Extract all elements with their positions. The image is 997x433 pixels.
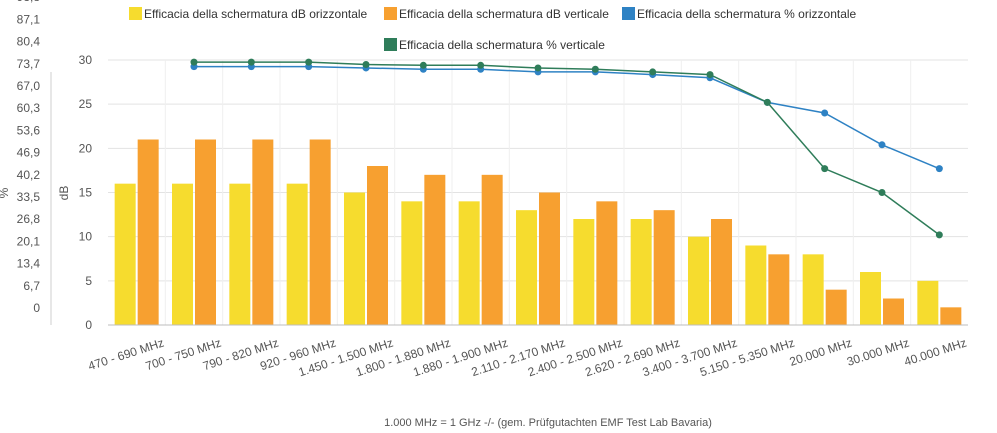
bar-db-horizontal: [573, 219, 595, 325]
bar-db-horizontal: [688, 236, 709, 325]
y-tick-label-db: 25: [79, 97, 93, 111]
point-percent-vertical: [763, 98, 771, 106]
point-percent-vertical: [649, 68, 657, 76]
bar-db-horizontal: [745, 245, 767, 325]
chart-caption: 1.000 MHz = 1 GHz -/- (gem. Prüfgutachte…: [384, 417, 712, 429]
y-tick-label-percent: 93,8: [17, 0, 41, 4]
legend-item: Efficacia della schermatura dB verticale: [384, 7, 609, 21]
point-percent-vertical: [477, 61, 485, 69]
bar-db-vertical: [653, 210, 675, 325]
y-tick-label-percent: 26,8: [17, 212, 41, 226]
bar-db-horizontal: [401, 201, 423, 325]
bar-db-horizontal: [286, 183, 308, 325]
y-tick-label-db: 30: [79, 53, 93, 67]
bar-db-vertical: [596, 201, 618, 325]
point-percent-vertical: [305, 58, 313, 66]
point-percent-horizontal: [878, 141, 886, 149]
y-tick-label-db: 15: [79, 186, 93, 200]
y-tick-label-percent: 6,7: [23, 279, 40, 293]
legend-label: Efficacia della schermatura % orizzontal…: [637, 7, 857, 21]
y-tick-label-percent: 60,3: [17, 101, 41, 115]
bar-db-horizontal: [802, 254, 824, 325]
bar-db-vertical: [825, 289, 847, 325]
point-percent-vertical: [821, 165, 829, 173]
bar-db-horizontal: [172, 183, 193, 325]
legend-label: Efficacia della schermatura % verticale: [399, 38, 605, 52]
y-tick-label-percent: 87,1: [17, 12, 41, 26]
point-percent-vertical: [190, 58, 198, 66]
bar-db-vertical: [768, 254, 790, 325]
legend-label: Efficacia della schermatura dB verticale: [399, 7, 609, 21]
y-tick-label-db: 5: [85, 274, 92, 288]
bar-db-vertical: [367, 166, 388, 325]
bar-db-vertical: [309, 139, 331, 325]
line-percent-horizontal: [194, 65, 940, 170]
legend-label: Efficacia della schermatura dB orizzonta…: [144, 7, 368, 21]
y-tick-label-percent: 40,2: [17, 168, 41, 182]
point-percent-vertical: [591, 65, 599, 73]
legend-swatch: [129, 7, 142, 20]
bar-db-vertical: [252, 139, 274, 325]
bar-db-horizontal: [860, 272, 881, 325]
y-tick-label-percent: 53,6: [17, 123, 41, 137]
bar-db-horizontal: [458, 201, 480, 325]
bar-db-vertical: [424, 174, 446, 325]
y-tick-label-percent: 20,1: [17, 234, 41, 248]
legend-swatch: [384, 38, 397, 51]
y-tick-label-db: 0: [85, 318, 92, 332]
point-percent-vertical: [878, 189, 886, 196]
point-percent-vertical: [534, 64, 542, 72]
legend-item: Efficacia della schermatura dB orizzonta…: [129, 7, 368, 21]
point-percent-horizontal: [935, 165, 943, 173]
y-tick-label-percent: 0: [33, 301, 40, 315]
bar-db-vertical: [195, 139, 216, 325]
x-tick-label: 30.000 MHz: [845, 336, 911, 369]
bar-db-vertical: [940, 307, 962, 325]
y-tick-label-percent: 33,5: [17, 190, 41, 204]
y-tick-label-percent: 13,4: [17, 257, 41, 271]
x-tick-label: 40.000 MHz: [902, 336, 968, 369]
point-percent-vertical: [935, 231, 943, 239]
y-tick-label-percent: 46,9: [17, 146, 41, 160]
legend-item: Efficacia della schermatura % orizzontal…: [622, 7, 857, 21]
y-tick-label-percent: 73,7: [17, 57, 41, 71]
y-axis-title-percent: %: [0, 187, 11, 198]
point-percent-vertical: [362, 61, 370, 69]
y-axis-title-db: dB: [57, 186, 71, 201]
bar-db-vertical: [883, 298, 904, 325]
y-tick-label-db: 20: [79, 141, 93, 155]
bar-db-horizontal: [229, 183, 251, 325]
y-tick-label-percent: 67,0: [17, 79, 41, 93]
legend-swatch: [622, 7, 635, 20]
point-percent-vertical: [247, 58, 255, 66]
point-percent-vertical: [706, 71, 714, 79]
y-tick-label-percent: 80,4: [17, 35, 41, 49]
bar-db-vertical: [137, 139, 159, 325]
line-percent-vertical: [194, 61, 940, 236]
bar-db-horizontal: [630, 219, 652, 325]
bar-db-horizontal: [114, 183, 136, 325]
bar-db-vertical: [481, 174, 503, 325]
y-tick-label-db: 10: [79, 230, 93, 244]
bar-db-vertical: [539, 192, 560, 325]
bar-db-vertical: [711, 219, 732, 325]
point-percent-vertical: [419, 61, 427, 69]
legend-item: Efficacia della schermatura % verticale: [384, 38, 605, 52]
bar-db-horizontal: [344, 192, 365, 325]
bar-db-horizontal: [917, 280, 939, 325]
legend-swatch: [384, 7, 397, 20]
bar-db-horizontal: [516, 210, 537, 325]
point-percent-horizontal: [821, 109, 829, 117]
x-tick-label: 20.000 MHz: [788, 336, 854, 369]
